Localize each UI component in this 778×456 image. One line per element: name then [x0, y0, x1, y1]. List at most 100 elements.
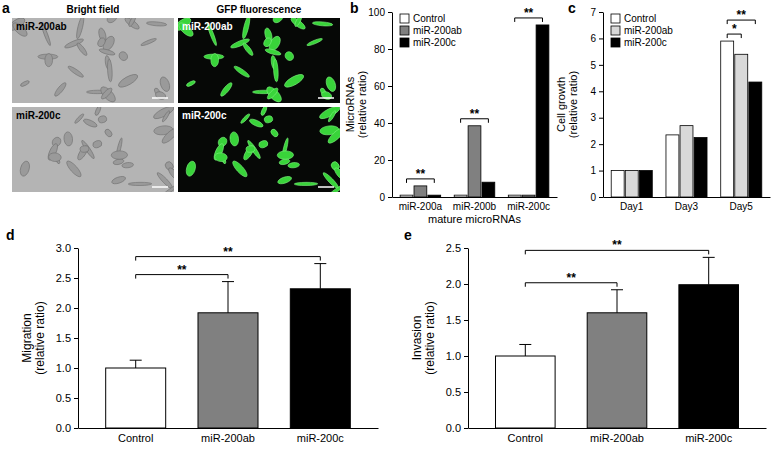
cell	[260, 107, 268, 116]
y-axis-line	[78, 249, 79, 429]
scale-bar	[152, 97, 168, 99]
legend-swatch	[400, 14, 409, 23]
cell	[98, 84, 118, 103]
y-tick: 60	[374, 81, 392, 92]
bar	[482, 182, 495, 197]
y-tick-label: 0.5	[56, 392, 71, 404]
scale-bar	[318, 97, 334, 99]
y-tick-mark	[74, 248, 78, 249]
cell	[117, 72, 140, 89]
y-axis-title: Invasion	[410, 316, 424, 361]
y-tick: 100	[368, 7, 392, 18]
row-label: miR-200ab	[16, 21, 67, 32]
y-tick-label: 1.0	[446, 350, 461, 362]
cell	[67, 65, 85, 79]
cell	[96, 37, 106, 48]
y-tick-mark	[388, 160, 392, 161]
y-tick: 0.0	[56, 422, 78, 434]
y-tick: 1.0	[56, 362, 78, 374]
cell	[270, 128, 280, 138]
cell	[242, 42, 255, 57]
cell	[160, 126, 174, 146]
cell	[320, 90, 332, 100]
y-tick-mark	[599, 65, 603, 66]
cell	[248, 118, 264, 129]
x-axis: Control miR-200ab miR-200c	[79, 429, 379, 444]
bar	[290, 289, 350, 428]
micrograph	[12, 18, 174, 103]
cell	[146, 21, 167, 27]
y-tick-label: 100	[368, 7, 385, 18]
bar	[106, 368, 166, 428]
cell	[265, 48, 282, 57]
cell	[241, 18, 251, 39]
y-axis: 020406080100	[368, 7, 392, 203]
cell	[158, 76, 171, 93]
cell	[214, 152, 227, 162]
y-tick-mark	[599, 197, 603, 198]
x-tick: miR-200b	[453, 201, 497, 212]
cell	[271, 18, 284, 25]
cell	[324, 76, 337, 93]
legend-label: miR-200c	[413, 37, 456, 48]
y-tick-label: 1	[590, 165, 596, 176]
x-tick: miR-200c	[685, 432, 733, 444]
micrograph	[178, 18, 340, 103]
cell	[185, 160, 197, 177]
y-tick-mark	[464, 428, 468, 429]
significance-label: **	[524, 6, 534, 20]
x-tick: Day5	[730, 201, 754, 212]
x-tick-label: Day3	[675, 201, 699, 212]
x-tick: miR-200c	[297, 432, 345, 444]
plot-marks	[400, 25, 549, 197]
error-bar	[519, 344, 531, 356]
micrograph-background	[12, 107, 174, 192]
bar	[508, 195, 521, 197]
panel-letter: d	[6, 227, 15, 243]
cell	[63, 131, 73, 146]
y-tick-mark	[599, 171, 603, 172]
y-tick: 2.5	[56, 272, 78, 284]
y-axis-line	[603, 13, 604, 198]
error-bar	[130, 360, 142, 368]
cell	[283, 50, 295, 62]
bar	[721, 41, 734, 197]
x-tick: Control	[118, 432, 153, 444]
error-bar	[611, 290, 623, 313]
y-tick-mark	[464, 392, 468, 393]
cell	[111, 151, 128, 160]
y-tick-mark	[599, 38, 603, 39]
y-tick: 6	[590, 33, 603, 44]
cell	[161, 110, 170, 123]
y-tick: 0	[379, 192, 392, 203]
x-tick: miR-200c	[507, 201, 550, 212]
y-tick-mark	[74, 278, 78, 279]
y-tick-label: 0	[590, 192, 596, 203]
y-tick-label: 0	[379, 192, 385, 203]
cell	[327, 110, 336, 123]
bar	[400, 195, 413, 197]
y-tick-label: 2	[590, 139, 596, 150]
y-tick-label: 4	[590, 86, 596, 97]
cell	[233, 65, 251, 79]
y-axis-title: (relative ratio)	[356, 71, 368, 138]
y-tick: 4	[590, 86, 603, 97]
y-tick-label: 2.0	[56, 302, 71, 314]
significance-label: **	[470, 107, 480, 121]
x-tick-label: miR-200c	[297, 432, 345, 444]
x-tick: miR-200a	[399, 201, 443, 212]
x-tick-label: miR-200c	[685, 432, 733, 444]
cell	[80, 145, 90, 152]
x-axis-line	[79, 428, 379, 429]
y-tick-label: 3	[590, 112, 596, 123]
legend-label: miR-200ab	[624, 25, 673, 36]
x-axis: miR-200a miR-200b miR-200c	[393, 198, 558, 213]
y-tick-mark	[464, 284, 468, 285]
bar	[625, 171, 638, 197]
legend-swatch	[611, 14, 620, 23]
y-tick: 1.5	[56, 332, 78, 344]
x-tick-label: miR-200ab	[201, 432, 255, 444]
panel-letter: a	[2, 0, 10, 16]
y-tick: 2.0	[446, 278, 468, 290]
cell	[94, 107, 102, 116]
